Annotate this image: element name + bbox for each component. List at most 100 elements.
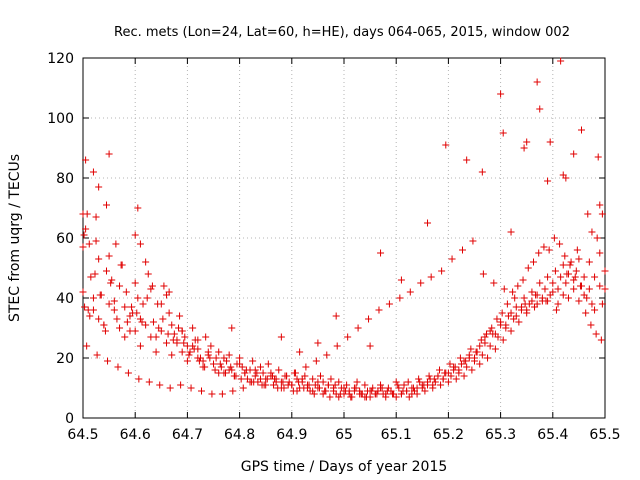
data-point	[82, 156, 90, 164]
y-tick-label: 120	[47, 51, 74, 67]
data-point	[105, 150, 113, 158]
data-point	[514, 282, 522, 290]
data-point	[458, 246, 466, 254]
data-point	[298, 375, 306, 383]
data-point	[596, 201, 604, 209]
data-point	[336, 390, 344, 398]
data-point	[154, 300, 162, 308]
data-point	[133, 309, 141, 317]
data-point	[142, 258, 150, 266]
data-point	[331, 381, 339, 389]
data-point	[406, 288, 414, 296]
data-point	[596, 249, 604, 257]
data-point	[156, 381, 164, 389]
data-point	[309, 375, 317, 383]
data-point	[479, 270, 487, 278]
data-point	[536, 279, 544, 287]
data-point	[144, 270, 152, 278]
data-point	[486, 342, 494, 350]
data-point	[582, 309, 590, 317]
data-point	[300, 384, 308, 392]
data-point	[105, 252, 113, 260]
data-point	[446, 360, 454, 368]
data-point	[497, 318, 505, 326]
y-tick-label: 80	[56, 171, 74, 187]
data-point	[168, 321, 176, 329]
data-point	[83, 342, 91, 350]
data-point	[147, 333, 155, 341]
data-point	[95, 255, 103, 263]
data-point	[175, 324, 183, 332]
data-point	[134, 204, 142, 212]
data-point	[573, 246, 581, 254]
data-point	[215, 369, 223, 377]
data-point	[225, 366, 233, 374]
data-point	[264, 360, 272, 368]
data-point	[110, 297, 118, 305]
data-point	[207, 342, 215, 350]
data-point	[456, 354, 464, 362]
data-point	[502, 321, 510, 329]
data-point	[131, 231, 139, 239]
data-point	[490, 279, 498, 287]
data-point	[279, 378, 287, 386]
data-point	[478, 351, 486, 359]
data-point	[202, 333, 210, 341]
data-point	[507, 228, 515, 236]
data-point	[389, 390, 397, 398]
data-point	[93, 351, 101, 359]
data-point	[441, 369, 449, 377]
data-point	[79, 243, 87, 251]
data-point	[163, 339, 171, 347]
data-point	[585, 258, 593, 266]
data-point	[116, 324, 124, 332]
data-point	[164, 330, 172, 338]
data-point	[528, 288, 536, 296]
data-point	[463, 156, 471, 164]
data-point	[460, 372, 468, 380]
data-point	[541, 285, 549, 293]
data-point	[165, 288, 173, 296]
data-point	[378, 384, 386, 392]
data-point	[550, 234, 558, 242]
data-point	[570, 285, 578, 293]
data-point	[597, 336, 605, 344]
data-point	[138, 318, 146, 326]
data-point	[463, 363, 471, 371]
data-point	[385, 300, 393, 308]
data-point	[442, 141, 450, 149]
data-point	[535, 249, 543, 257]
data-point	[217, 363, 225, 371]
x-axis-tick-labels: 64.5 64.6 64.7 64.8 64.9 65 65.1 65.2 65.3 65.4 65…	[67, 427, 620, 443]
data-point	[284, 381, 292, 389]
data-point	[578, 126, 586, 134]
y-tick-label: 40	[56, 291, 74, 307]
data-point	[476, 342, 484, 350]
data-point	[499, 129, 507, 137]
data-point	[361, 381, 369, 389]
data-point	[567, 258, 575, 266]
data-point	[424, 219, 432, 227]
data-point	[397, 276, 405, 284]
axis-ticks	[82, 57, 606, 419]
data-point	[185, 351, 193, 359]
data-point	[520, 144, 528, 152]
data-point	[465, 351, 473, 359]
data-point	[601, 267, 609, 275]
data-point	[253, 369, 261, 377]
data-point	[165, 309, 173, 317]
data-point	[570, 150, 578, 158]
data-point	[415, 375, 423, 383]
data-point	[561, 252, 569, 260]
data-point	[345, 390, 353, 398]
data-point	[481, 339, 489, 347]
data-point	[237, 375, 245, 383]
data-point	[216, 360, 224, 368]
data-point	[549, 279, 557, 287]
data-point	[100, 321, 108, 329]
data-point	[79, 288, 87, 296]
data-point	[598, 300, 606, 308]
data-point	[281, 372, 289, 380]
data-point	[102, 201, 110, 209]
x-tick-label: 65.3	[485, 427, 516, 443]
